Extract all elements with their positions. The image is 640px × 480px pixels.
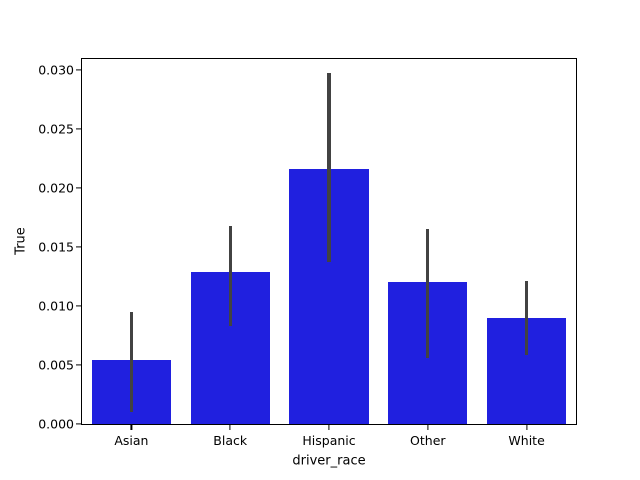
y-tick-label: 0.005	[38, 357, 74, 373]
error-bar-asian	[129, 311, 134, 413]
x-tick	[526, 425, 528, 430]
y-tick	[76, 305, 81, 307]
x-axis-label: driver_race	[292, 453, 366, 469]
y-tick-label: 0.000	[38, 416, 74, 432]
y-tick	[76, 423, 81, 425]
x-tick	[229, 425, 231, 430]
error-bar-hispanic	[327, 73, 331, 263]
x-tick-label: White	[508, 433, 545, 448]
y-tick	[76, 364, 81, 366]
y-tick	[76, 69, 81, 71]
y-tick-label: 0.015	[38, 239, 74, 255]
y-tick-label: 0.025	[38, 121, 74, 137]
x-tick-label: Asian	[114, 433, 149, 448]
y-tick-label: 0.010	[38, 298, 74, 314]
x-tick	[328, 425, 330, 430]
x-tick-label: Black	[213, 433, 248, 448]
plot-area: 0.000 0.005 0.010 0.015 0.020 0.025 0.030 Asian…	[38, 58, 577, 448]
y-tick-label: 0.030	[38, 62, 74, 78]
x-tick-label: Other	[410, 433, 446, 448]
y-tick	[76, 246, 81, 248]
x-tick	[130, 425, 132, 430]
x-tick-label: Hispanic	[302, 433, 356, 448]
y-tick-label: 0.020	[38, 180, 74, 196]
x-tick	[427, 425, 429, 430]
y-tick	[76, 128, 81, 130]
y-tick	[76, 187, 81, 189]
error-bar-white	[524, 281, 529, 356]
error-bar-black	[228, 225, 232, 326]
y-axis-label: True	[13, 227, 29, 255]
error-bar-other	[426, 229, 430, 358]
